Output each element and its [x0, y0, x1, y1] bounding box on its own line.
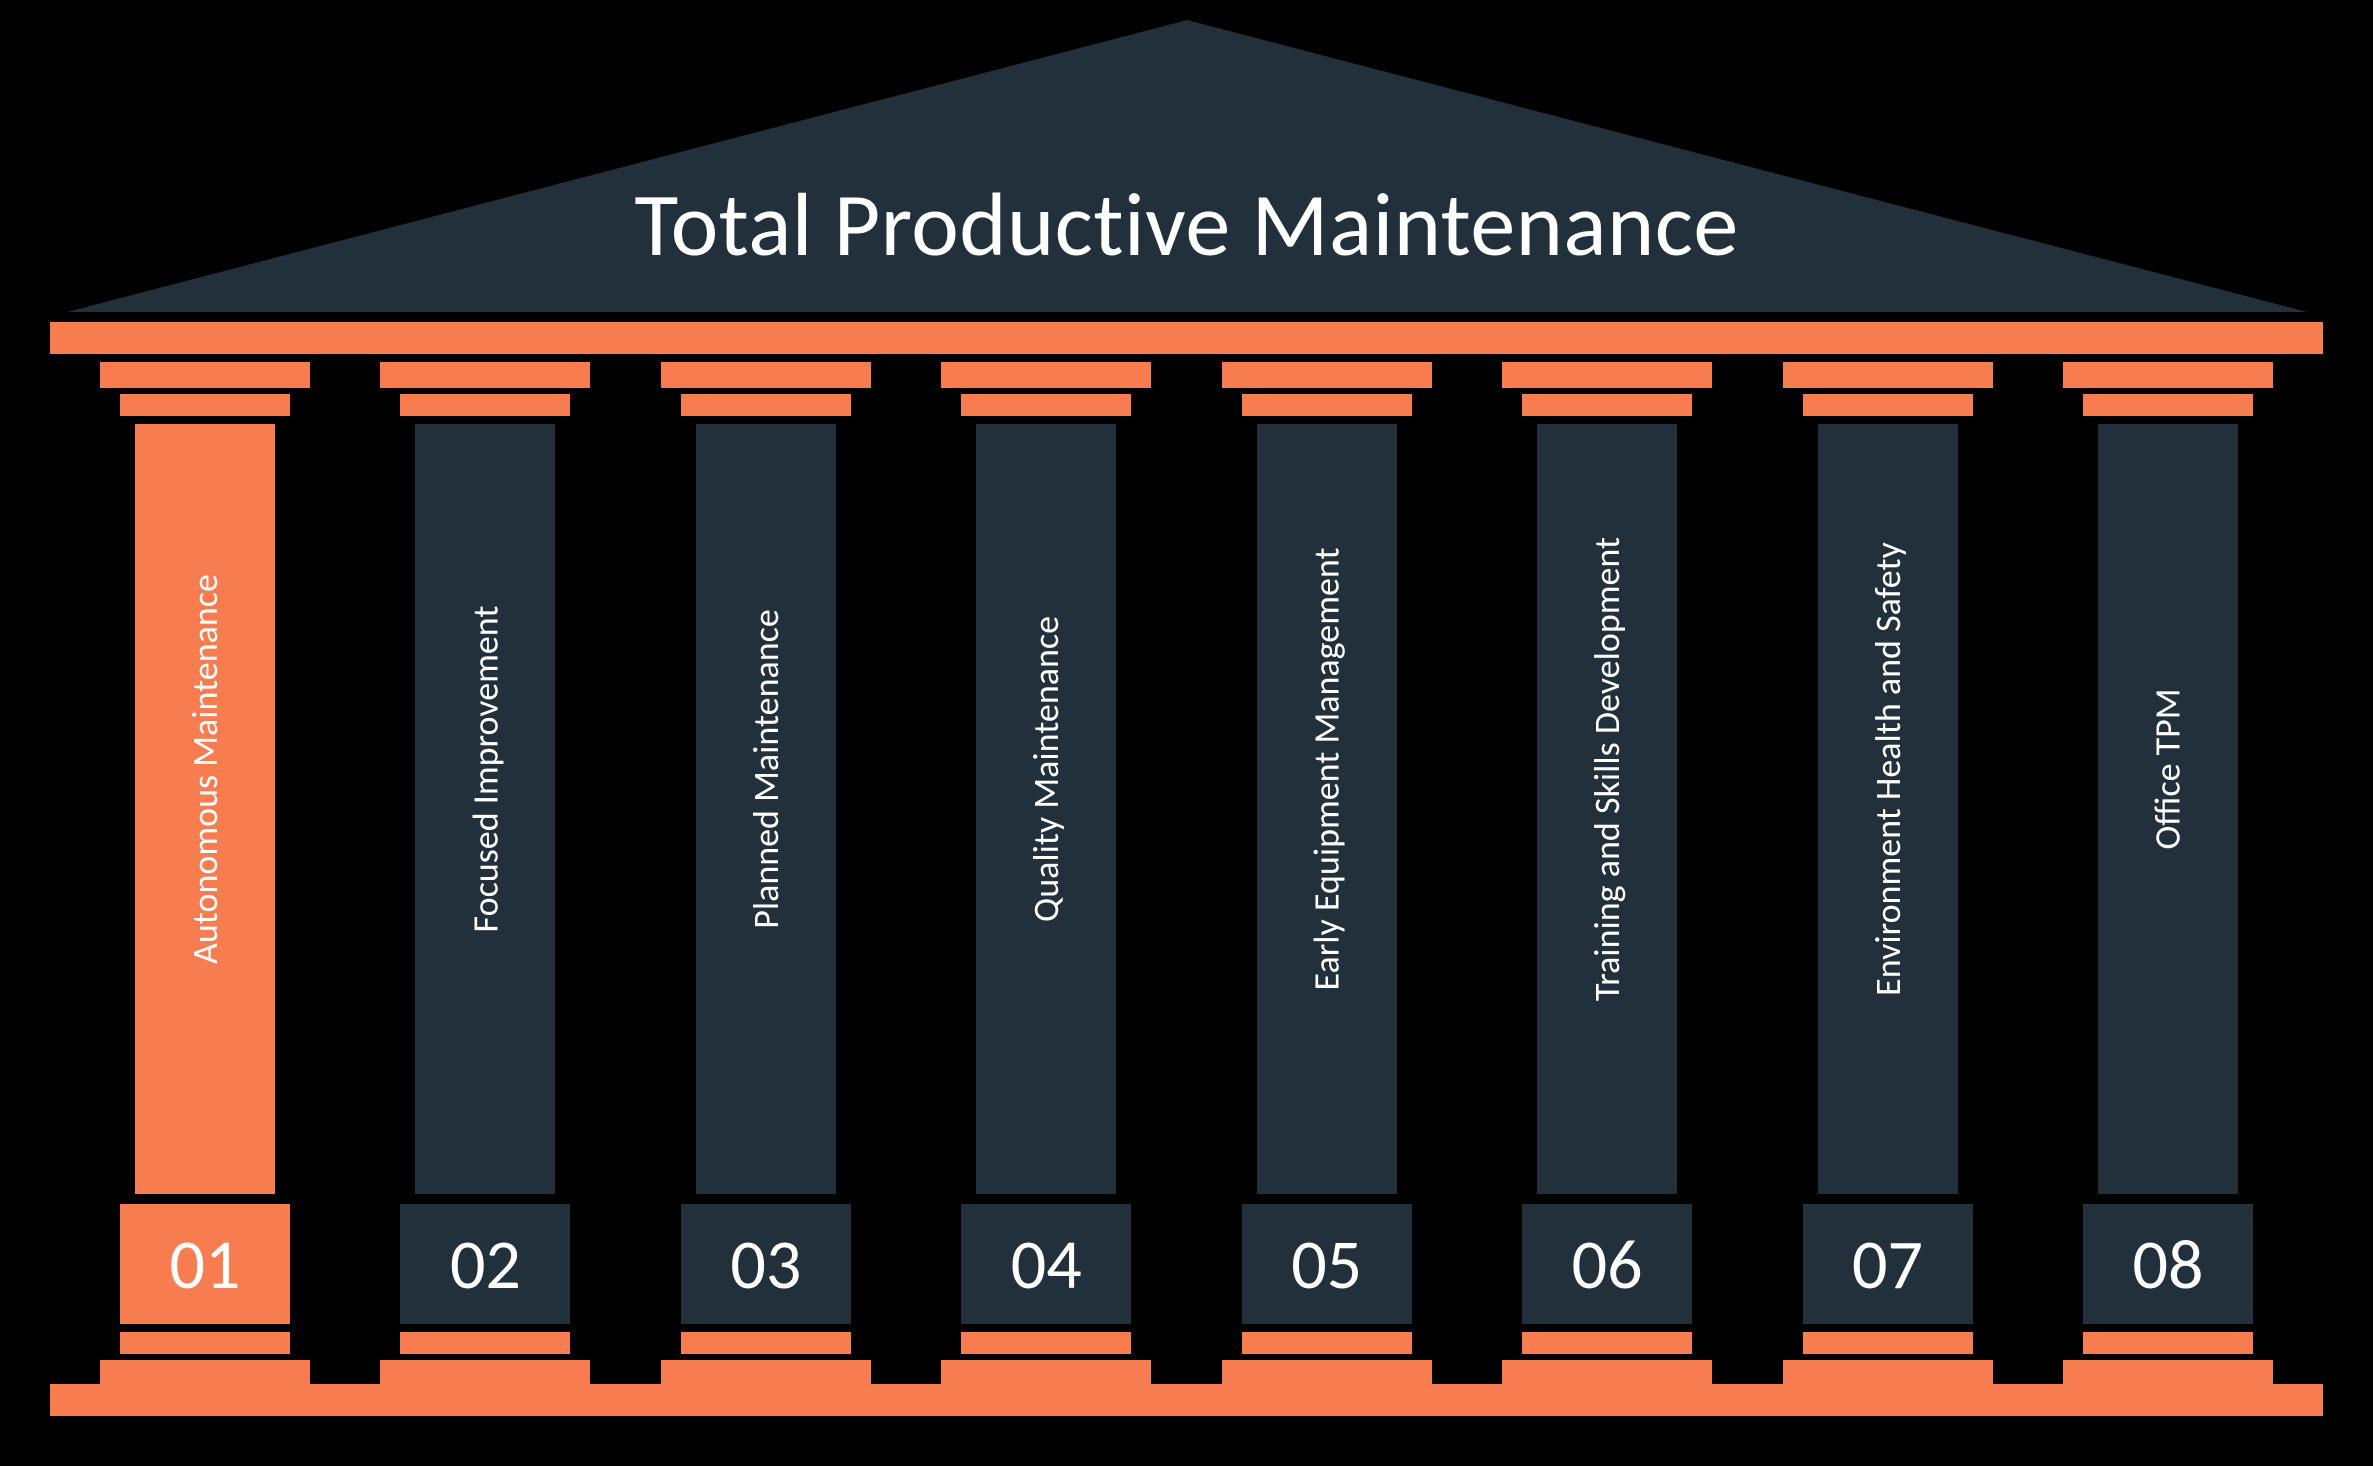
pillar-column: Training and Skills Development [1537, 424, 1677, 1194]
pillar-cap-bottom-wide [1783, 1360, 1993, 1386]
pillar-cap-top-wide [941, 362, 1151, 388]
pillar-02: Focused Improvement 02 [370, 362, 600, 1386]
diagram-title: Total Productive Maintenance [0, 170, 2373, 280]
pillar-cap-bottom-narrow [2083, 1332, 2253, 1354]
top-beam [50, 322, 2323, 354]
pillar-cap-bottom-narrow [1803, 1332, 1973, 1354]
pillar-label: Early Equipment Management [1305, 547, 1349, 990]
pillar-07: Environment Health and Safety 07 [1773, 362, 2003, 1386]
pillar-number: 04 [961, 1204, 1131, 1324]
pillar-label: Environment Health and Safety [1866, 542, 1910, 996]
pillar-cap-bottom-wide [1222, 1360, 1432, 1386]
pillar-number: 03 [681, 1204, 851, 1324]
pillar-cap-bottom-wide [100, 1360, 310, 1386]
pillar-column: Office TPM [2098, 424, 2238, 1194]
pillar-cap-top-wide [100, 362, 310, 388]
pillar-cap-bottom-wide [661, 1360, 871, 1386]
pillar-cap-bottom-wide [380, 1360, 590, 1386]
pillar-cap-bottom-wide [1502, 1360, 1712, 1386]
pillar-label: Focused Improvement [463, 606, 507, 933]
bottom-beam [50, 1384, 2323, 1416]
pillar-label: Quality Maintenance [1024, 616, 1068, 922]
pillar-number: 07 [1803, 1204, 1973, 1324]
tpm-temple-diagram: Total Productive Maintenance Autonomous … [0, 0, 2373, 1466]
pillars-row: Autonomous Maintenance 01 Focused Improvem… [90, 362, 2283, 1386]
pillar-cap-top-narrow [1803, 394, 1973, 416]
pillar-cap-top-narrow [1522, 394, 1692, 416]
pillar-label: Autonomous Maintenance [183, 574, 227, 964]
pillar-06: Training and Skills Development 06 [1492, 362, 1722, 1386]
pillar-column: Autonomous Maintenance [135, 424, 275, 1194]
pillar-number: 06 [1522, 1204, 1692, 1324]
pillar-08: Office TPM 08 [2053, 362, 2283, 1386]
pillar-cap-top-narrow [2083, 394, 2253, 416]
pillar-cap-top-wide [380, 362, 590, 388]
pillar-cap-top-narrow [1242, 394, 1412, 416]
pillar-cap-bottom-narrow [400, 1332, 570, 1354]
pillar-label: Office TPM [2146, 688, 2190, 849]
pillar-column: Focused Improvement [415, 424, 555, 1194]
pillar-cap-bottom-narrow [681, 1332, 851, 1354]
pillar-cap-bottom-narrow [1522, 1332, 1692, 1354]
pillar-number: 05 [1242, 1204, 1412, 1324]
pillar-column: Early Equipment Management [1257, 424, 1397, 1194]
pillar-column: Environment Health and Safety [1818, 424, 1958, 1194]
pillar-cap-top-narrow [400, 394, 570, 416]
pillar-cap-top-wide [661, 362, 871, 388]
pillar-cap-top-wide [1502, 362, 1712, 388]
pillar-04: Quality Maintenance 04 [931, 362, 1161, 1386]
pillar-number: 01 [120, 1204, 290, 1324]
pillar-cap-top-narrow [120, 394, 290, 416]
pillar-cap-top-narrow [681, 394, 851, 416]
pillar-number: 02 [400, 1204, 570, 1324]
pillar-01: Autonomous Maintenance 01 [90, 362, 320, 1386]
pillar-label: Planned Maintenance [744, 609, 788, 929]
pillar-cap-bottom-narrow [1242, 1332, 1412, 1354]
pillar-cap-bottom-narrow [120, 1332, 290, 1354]
pillar-cap-bottom-wide [941, 1360, 1151, 1386]
pillar-column: Planned Maintenance [696, 424, 836, 1194]
pillar-cap-bottom-narrow [961, 1332, 1131, 1354]
pillar-cap-top-wide [1783, 362, 1993, 388]
pillar-column: Quality Maintenance [976, 424, 1116, 1194]
pillar-05: Early Equipment Management 05 [1212, 362, 1442, 1386]
pillar-cap-top-narrow [961, 394, 1131, 416]
pillar-label: Training and Skills Development [1585, 537, 1629, 1001]
pillar-cap-top-wide [1222, 362, 1432, 388]
pillar-cap-top-wide [2063, 362, 2273, 388]
pillar-number: 08 [2083, 1204, 2253, 1324]
pillar-03: Planned Maintenance 03 [651, 362, 881, 1386]
pillar-cap-bottom-wide [2063, 1360, 2273, 1386]
